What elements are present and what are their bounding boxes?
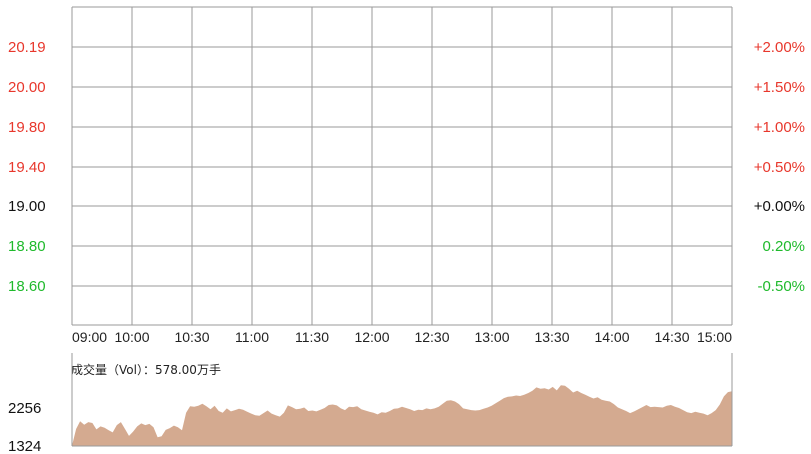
percent-tick-label: -0.50% [757, 278, 805, 295]
percent-tick-label: +1.50% [754, 79, 805, 96]
price-tick-label: 20.19 [8, 39, 46, 56]
percent-axis-right: +2.00% +1.50% +1.00% +0.50% +0.00% 0.20% -0.50… [754, 39, 805, 295]
time-tick-label: 11:30 [295, 329, 329, 345]
time-tick-label: 14:00 [594, 329, 629, 345]
percent-tick-label: 0.20% [762, 238, 805, 255]
time-tick-label: 14:30 [654, 329, 689, 345]
percent-tick-label: +1.00% [754, 119, 805, 136]
percent-tick-label: +0.00% [754, 198, 805, 215]
time-tick-label: 15:00 [697, 329, 732, 345]
price-tick-label: 18.60 [8, 278, 46, 295]
price-tick-label: 19.80 [8, 119, 46, 136]
price-tick-label: 20.00 [8, 79, 46, 96]
price-tick-label: 18.80 [8, 238, 46, 255]
volume-area [72, 385, 732, 446]
time-tick-label: 12:00 [354, 329, 389, 345]
volume-panel [71, 353, 733, 447]
time-tick-label: 12:30 [414, 329, 449, 345]
volume-tick-label: 2256 [8, 400, 41, 417]
volume-axis-left: 2256 1324 [8, 400, 41, 454]
percent-tick-label: +0.50% [754, 159, 805, 176]
volume-tick-label: 1324 [8, 438, 41, 454]
time-tick-label: 13:30 [534, 329, 569, 345]
volume-title: 成交量（Vol）：578.00万手 [71, 362, 221, 377]
time-tick-label: 09:00 [72, 329, 107, 345]
time-axis: 09:00 10:00 10:30 11:00 11:30 12:00 12:30 13:00… [72, 329, 732, 345]
time-tick-label: 13:00 [474, 329, 509, 345]
time-tick-label: 10:00 [114, 329, 149, 345]
price-axis-left: 20.19 20.00 19.80 19.40 19.00 18.80 18.60 [8, 39, 46, 295]
time-tick-label: 10:30 [174, 329, 209, 345]
time-tick-label: 11:00 [235, 329, 269, 345]
price-grid [71, 6, 733, 326]
price-tick-label: 19.00 [8, 198, 46, 215]
percent-tick-label: +2.00% [754, 39, 805, 56]
price-tick-label: 19.40 [8, 159, 46, 176]
